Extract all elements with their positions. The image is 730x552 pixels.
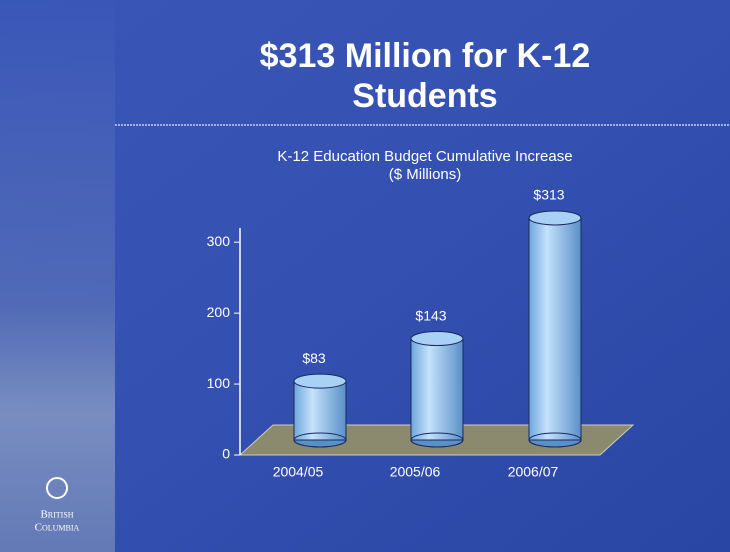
value-label: $83 (302, 350, 326, 366)
side-image (0, 0, 115, 552)
bar-top (410, 331, 464, 347)
x-tick-label: 2006/07 (508, 464, 559, 480)
bar (410, 338, 464, 441)
x-tick-label: 2004/05 (273, 464, 324, 480)
bar (293, 380, 347, 441)
bar-top (528, 210, 582, 226)
bar-base-front (528, 432, 582, 448)
x-tick-label: 2005/06 (390, 464, 441, 480)
bar (528, 217, 582, 441)
value-label: $313 (533, 187, 564, 203)
chart-subtitle: ($ Millions) (389, 166, 462, 183)
y-tick-label: 0 (222, 446, 230, 462)
bar-top (293, 373, 347, 389)
y-tick-label: 200 (207, 304, 231, 320)
y-tick-label: 100 (207, 375, 231, 391)
bar-base-front (293, 432, 347, 448)
logo-crest (46, 477, 68, 499)
y-tick-label: 300 (207, 233, 231, 249)
value-label: $143 (415, 307, 446, 323)
bar-base-front (410, 432, 464, 448)
logo-text: Columbia (35, 522, 80, 534)
chart-title: K-12 Education Budget Cumulative Increas… (277, 148, 572, 165)
slide-title: $313 Million for K-12 (260, 37, 591, 75)
logo-text: British (40, 509, 73, 521)
slide-title: Students (352, 77, 497, 115)
